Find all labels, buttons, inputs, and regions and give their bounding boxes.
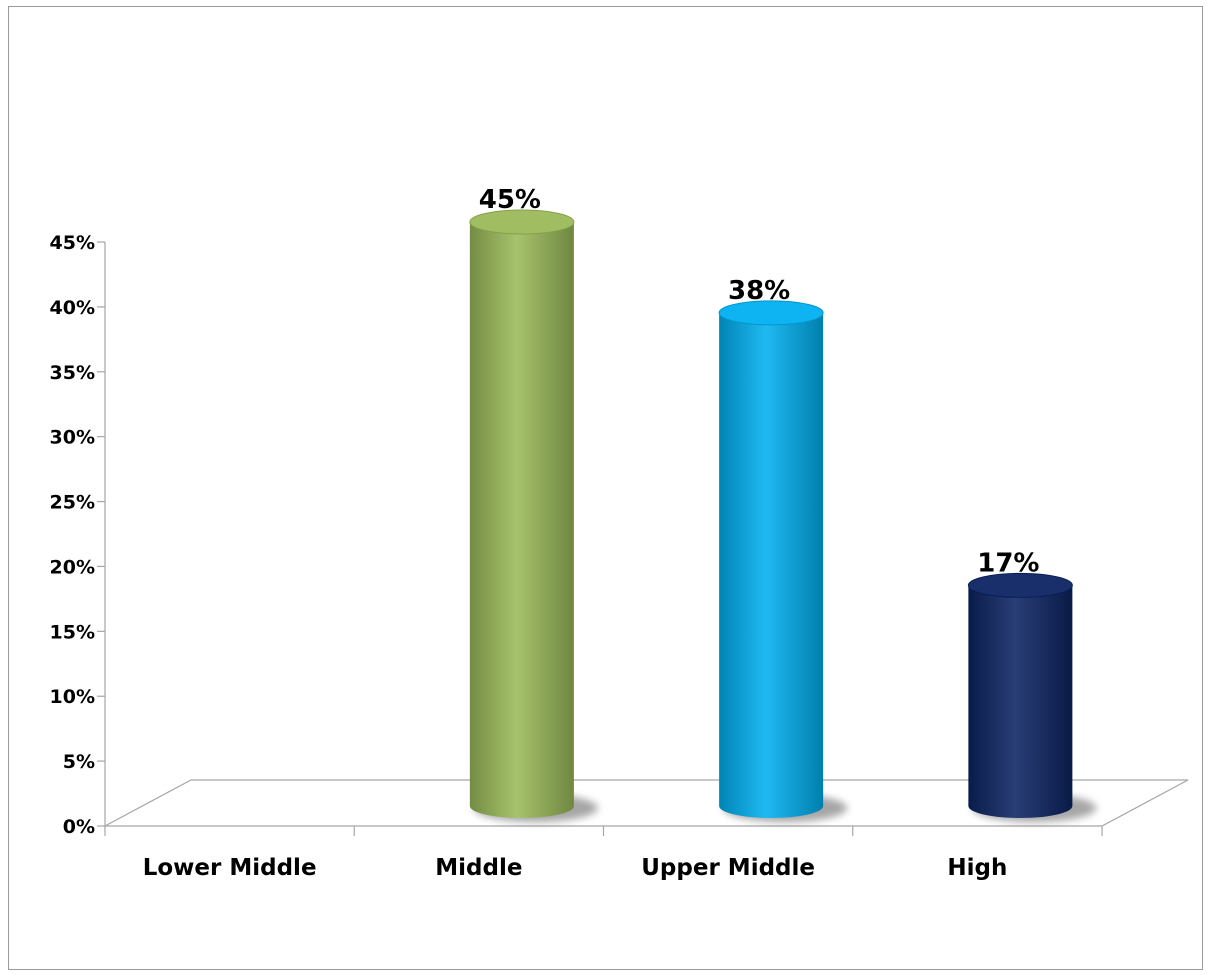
y-tick-label: 40% — [50, 297, 95, 319]
y-tick-label: 0% — [63, 816, 95, 838]
bar-top-cap — [718, 300, 824, 326]
data-labels: 45% 38% 17% — [479, 185, 1040, 578]
bar-middle — [469, 222, 574, 819]
y-tick-label: 5% — [63, 751, 95, 773]
value-axis: 0% 5% 10% 15% 20% 25% 30% 35% 40% 45% — [50, 232, 106, 838]
y-tick-label: 10% — [50, 686, 95, 708]
bar-high — [968, 585, 1073, 819]
bar-series — [469, 209, 1097, 822]
x-tick-label: Upper Middle — [641, 855, 815, 881]
x-tick-label: Middle — [435, 855, 522, 881]
bar-upper-middle — [719, 312, 824, 819]
x-tick-label: Lower Middle — [143, 855, 317, 881]
y-tick-label: 45% — [50, 232, 95, 254]
bar-top-cap — [469, 209, 575, 235]
data-label: 45% — [479, 185, 541, 215]
y-tick-label: 20% — [50, 556, 95, 578]
y-tick-label: 35% — [50, 362, 95, 384]
y-tick-label: 25% — [50, 492, 95, 514]
x-tick-label: High — [947, 855, 1007, 881]
chart-floor — [104, 779, 1189, 827]
y-tick-label: 15% — [50, 621, 95, 643]
y-tick-label: 30% — [50, 427, 95, 449]
data-label: 38% — [728, 276, 790, 306]
floor-plane — [104, 779, 1189, 827]
data-label: 17% — [977, 548, 1039, 578]
bar-top-cap — [967, 572, 1073, 598]
category-axis: Lower Middle Middle Upper Middle High — [104, 826, 1103, 881]
